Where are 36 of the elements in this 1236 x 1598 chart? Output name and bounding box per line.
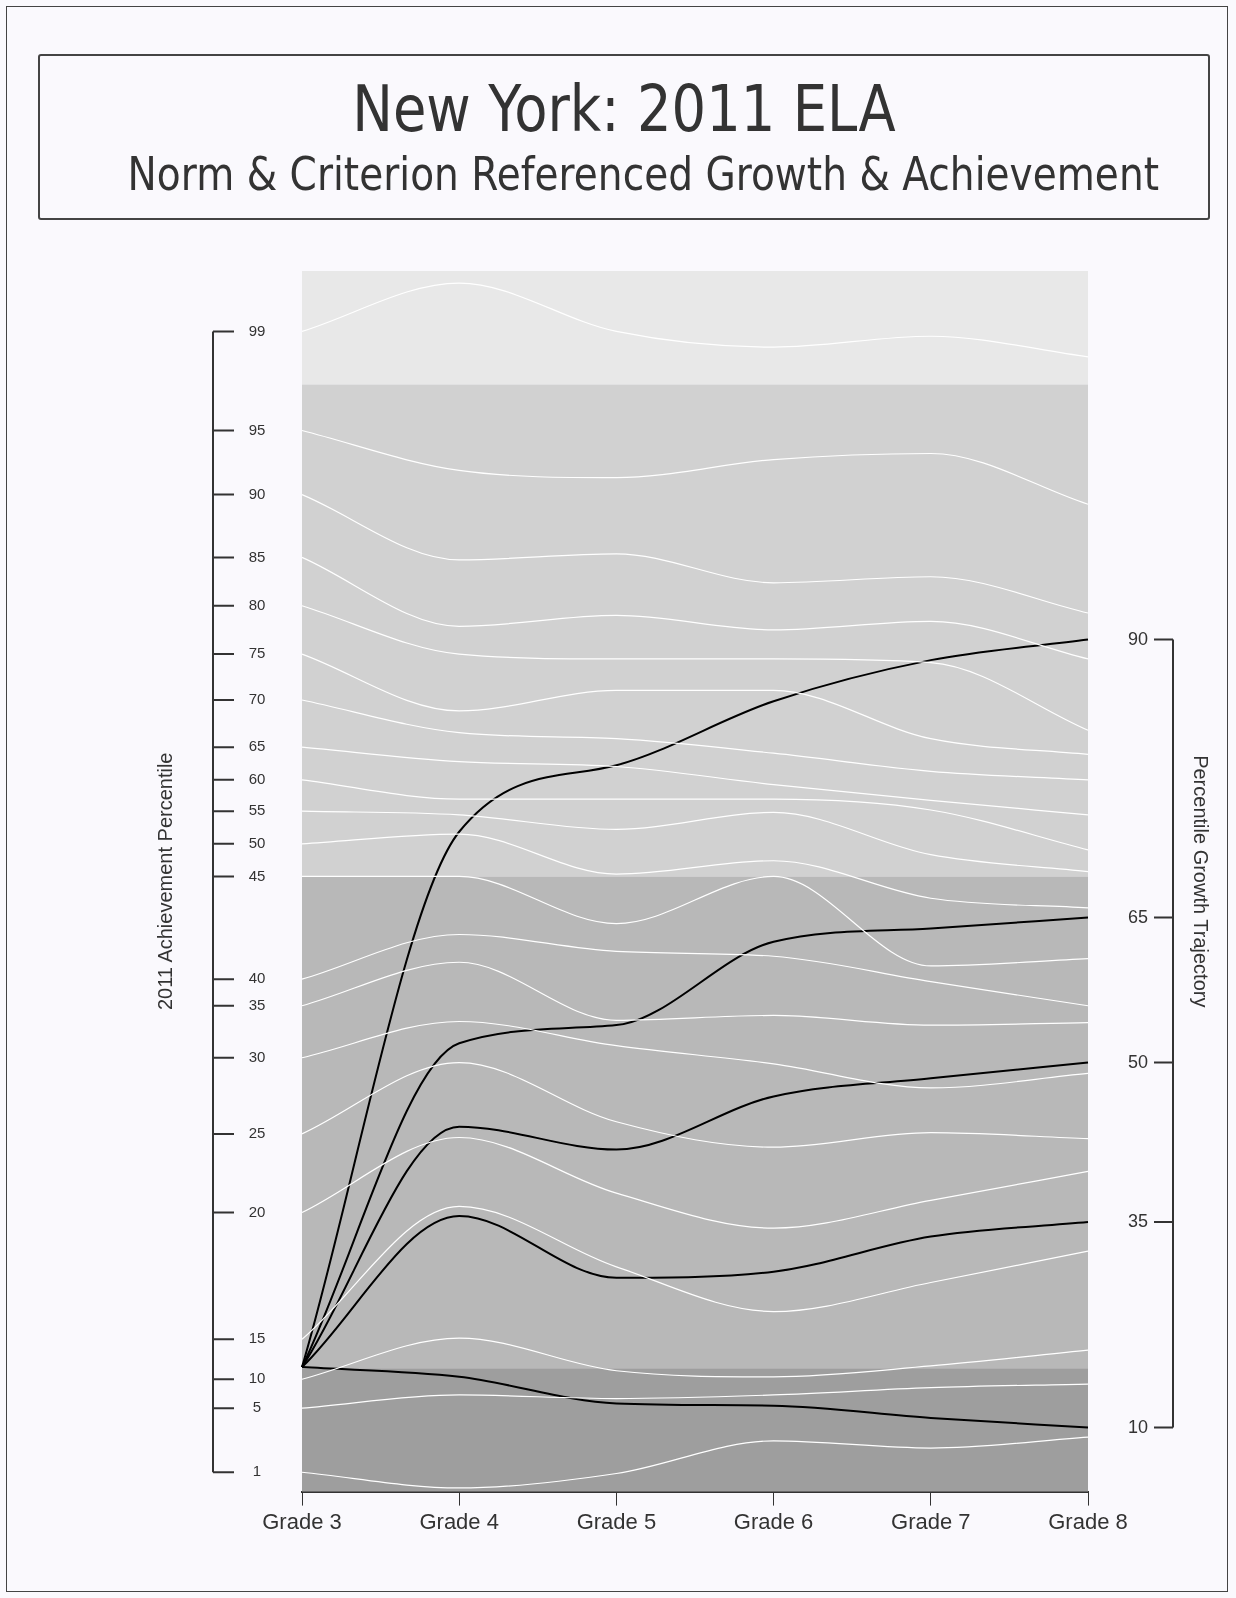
chart-title: New York: 2011 ELA [351, 72, 897, 146]
annotation: 95 [248, 420, 266, 438]
x-tick-label: Grade 6 [733, 1508, 814, 1534]
annotation: 20 [248, 1202, 266, 1220]
annotation: 45 [248, 866, 266, 884]
annotation: 65 [1127, 906, 1149, 927]
annotation: 40 [248, 969, 266, 987]
annotation: 10 [1127, 1416, 1149, 1437]
annotation: 50 [1127, 1051, 1149, 1072]
y2-axis-title: Percentile Growth Trajectory [1190, 755, 1213, 1008]
annotation: 35 [248, 995, 266, 1013]
annotation: 35 [1127, 1211, 1149, 1232]
annotation: 30 [248, 1047, 266, 1065]
annotation: 80 [248, 595, 266, 613]
annotation: 55 [248, 801, 266, 819]
annotation: 1 [252, 1462, 262, 1480]
chart-subtitle: Norm & Criterion Referenced Growth & Achievement [127, 146, 1160, 202]
x-tick-label: Grade 3 [262, 1508, 342, 1534]
x-tick-label: Grade 7 [891, 1508, 971, 1534]
annotation: 90 [248, 484, 266, 502]
annotation: 25 [248, 1124, 266, 1142]
annotation: 75 [248, 644, 266, 662]
annotation: 5 [252, 1398, 262, 1416]
annotation: 99 [248, 321, 266, 339]
annotation: 90 [1127, 628, 1149, 649]
y-axis-title: 2011 Achievement Percentile [153, 752, 176, 1011]
annotation: 70 [248, 690, 266, 708]
x-tick-label: Grade 4 [419, 1508, 499, 1534]
x-tick-label: Grade 5 [576, 1508, 657, 1534]
x-tick-label: Grade 8 [1048, 1508, 1128, 1534]
annotation: 50 [248, 833, 266, 851]
annotation: 85 [248, 547, 266, 565]
annotation: 65 [248, 737, 266, 755]
annotation: 60 [248, 769, 266, 787]
annotation: 15 [248, 1329, 266, 1347]
annotation: 10 [248, 1369, 266, 1387]
